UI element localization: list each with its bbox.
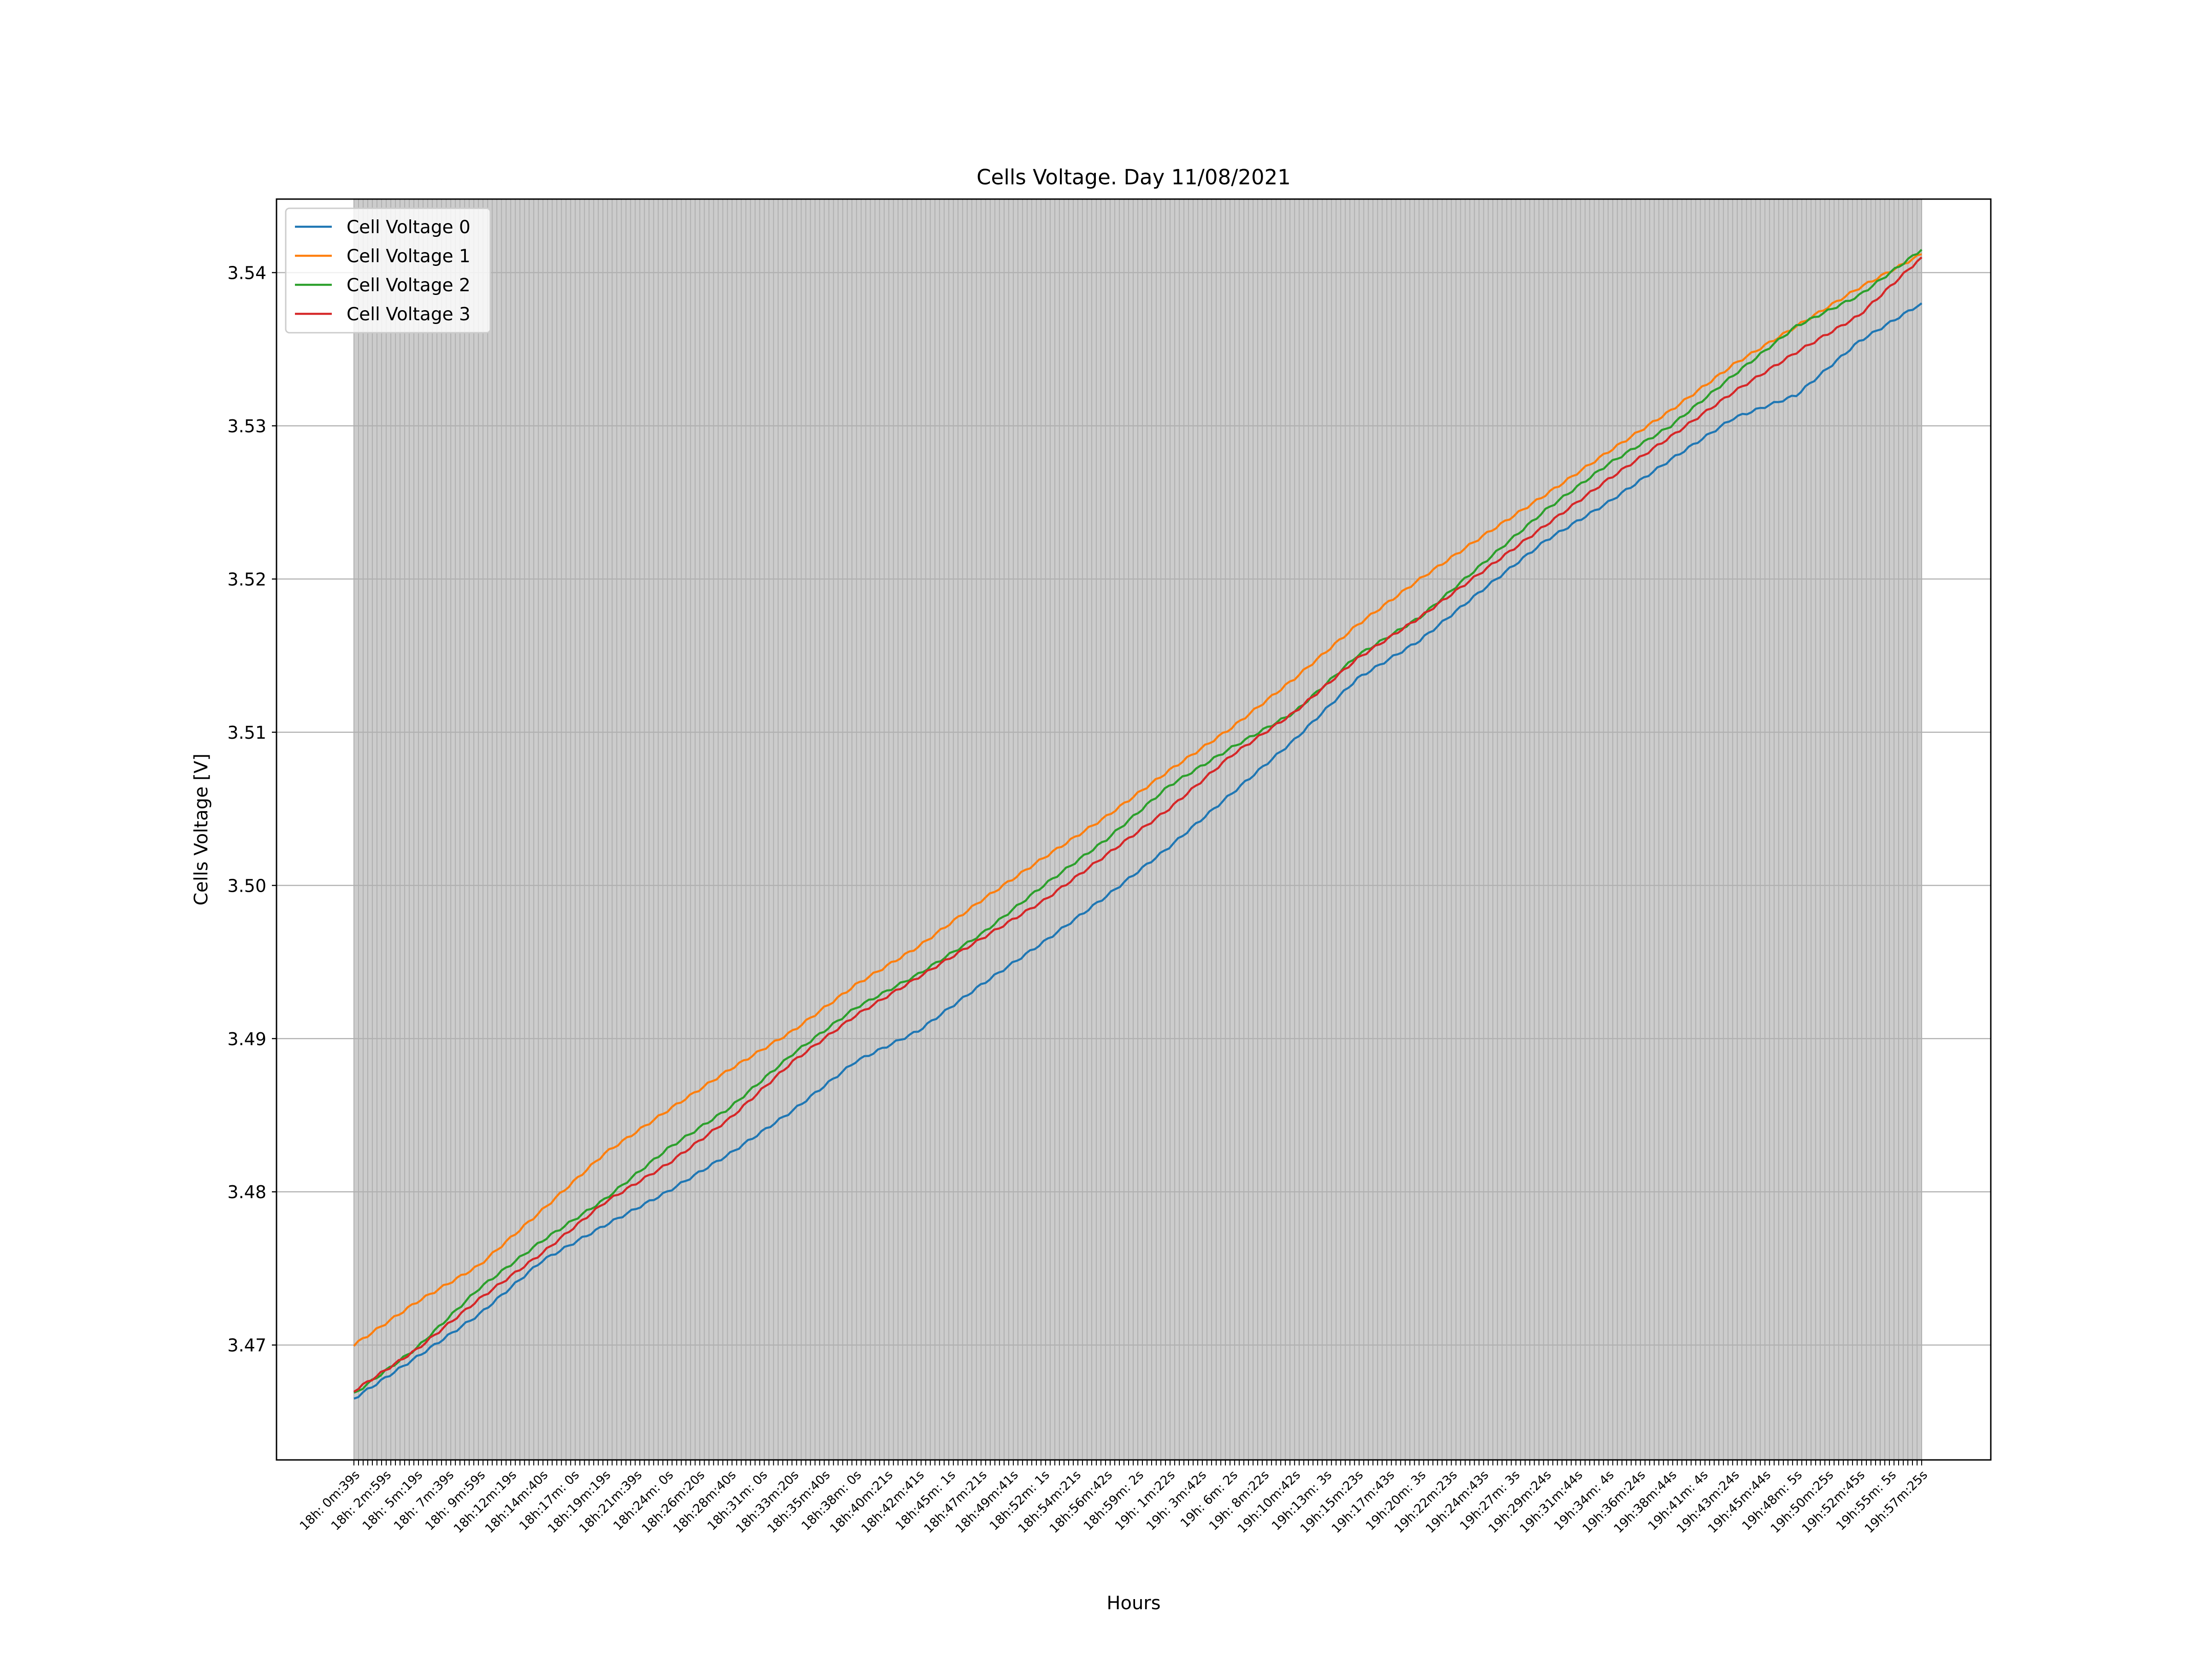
legend-label: Cell Voltage 0 bbox=[347, 217, 471, 238]
x-axis-label: Hours bbox=[1106, 1593, 1160, 1614]
y-axis-ticks: 3.47 3.48 3.49 3.50 3.51 3.52 3.53 3.54 bbox=[227, 263, 276, 1356]
y-tick-label: 3.50 bbox=[227, 876, 266, 896]
series-line-2 bbox=[353, 249, 1923, 1394]
legend-label: Cell Voltage 3 bbox=[347, 304, 471, 325]
y-tick-label: 3.48 bbox=[227, 1182, 266, 1202]
axes-frame bbox=[276, 198, 1992, 1461]
y-axis-label: Cells Voltage [V] bbox=[191, 753, 212, 906]
legend-label: Cell Voltage 2 bbox=[347, 275, 471, 296]
y-tick-label: 3.47 bbox=[227, 1335, 266, 1356]
y-tick-label: 3.51 bbox=[227, 723, 266, 743]
legend-box bbox=[285, 207, 491, 334]
legend-label: Cell Voltage 1 bbox=[347, 246, 471, 267]
series-line-1 bbox=[353, 253, 1922, 1347]
series-lines bbox=[353, 249, 1923, 1400]
y-tick-label: 3.49 bbox=[227, 1029, 266, 1049]
chart-title: Cells Voltage. Day 11/08/2021 bbox=[977, 165, 1291, 189]
series-line-3 bbox=[353, 256, 1923, 1393]
y-tick-label: 3.52 bbox=[227, 569, 266, 589]
x-tick-gridlines bbox=[353, 199, 1922, 1460]
y-tick-label: 3.54 bbox=[227, 263, 266, 283]
legend-items: Cell Voltage 0 Cell Voltage 1 Cell Voltage… bbox=[295, 217, 471, 325]
series-line-0 bbox=[353, 302, 1923, 1400]
legend: Cell Voltage 0 Cell Voltage 1 Cell Voltage… bbox=[285, 207, 491, 334]
plot-area bbox=[276, 198, 1992, 1461]
y-tick-label: 3.53 bbox=[227, 416, 266, 436]
